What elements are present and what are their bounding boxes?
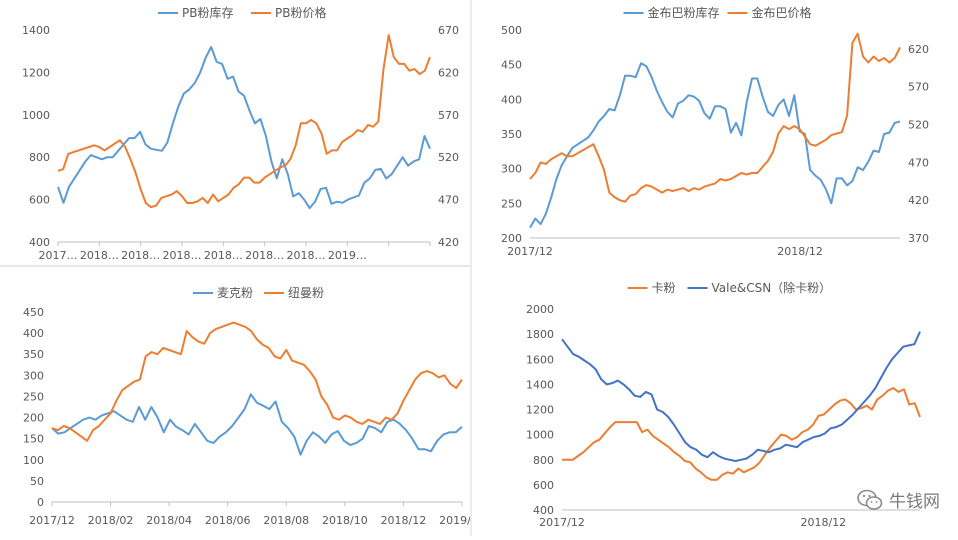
x-tick-label: 2017/12 — [29, 514, 75, 527]
kafen-vale-chart-svg: 400 600 800 1000 1200 1400 1600 1800 2000 2017/12… — [526, 280, 921, 529]
y-left-tick-label: 1400 — [526, 378, 554, 391]
y-left-tick-label: 250 — [501, 197, 522, 210]
watermark: 牛钱网 — [857, 487, 940, 512]
y-left-tick-label: 50 — [30, 475, 44, 488]
y-right-tick-label: 570 — [908, 81, 929, 94]
x-tick-label: 2017/12 — [507, 245, 553, 258]
y-left-tick-label: 1000 — [22, 109, 50, 122]
y-left-tick-label: 600 — [29, 194, 50, 207]
x-tick-label: 2017/12 — [539, 516, 585, 529]
y-left-tick-label: 200 — [501, 232, 522, 245]
y-left-tick-label: 1600 — [526, 353, 554, 366]
maike-niuman-chart-svg: 0 50 100 150 200 250 300 350 400 450 2017/12 2018/0… — [23, 286, 485, 527]
y-right-tick-label: 370 — [908, 232, 929, 245]
x-tick-label: 2018/02 — [88, 514, 134, 527]
y-right-tick-label: 620 — [908, 43, 929, 56]
y-left-tick-label: 1000 — [526, 429, 554, 442]
y-left-tick-label: 800 — [29, 151, 50, 164]
y-left-tick-label: 300 — [501, 163, 522, 176]
x-tick-label: 2018… — [163, 249, 202, 262]
y-left-tick-label: 350 — [501, 128, 522, 141]
series-line-0 — [57, 46, 431, 210]
series-line-1 — [529, 32, 901, 203]
x-tick-label: 2018/06 — [205, 514, 251, 527]
legend-label-1: Vale&CSN（除卡粉） — [712, 280, 832, 295]
x-tick-label: 2018… — [121, 249, 160, 262]
y-left-tick-label: 400 — [29, 236, 50, 249]
series-line-0 — [51, 393, 463, 456]
y-left-tick-label: 500 — [501, 24, 522, 37]
y-left-tick-label: 800 — [533, 454, 554, 467]
y-left-tick-label: 300 — [23, 369, 44, 382]
y-left-tick-label: 450 — [501, 59, 522, 72]
x-tick-label: 2017… — [39, 249, 78, 262]
vertical-divider — [470, 0, 472, 536]
x-tick-label: 2018… — [204, 249, 243, 262]
y-left-tick-label: 600 — [533, 479, 554, 492]
y-left-tick-label: 1200 — [22, 66, 50, 79]
y-right-tick-label: 620 — [438, 66, 459, 79]
x-tick-label: 2019/02 — [439, 514, 470, 527]
watermark-text: 牛钱网 — [889, 492, 940, 512]
legend-label-1: PB粉价格 — [275, 5, 326, 20]
series-line-1 — [57, 34, 431, 209]
x-tick-label: 2019… — [328, 249, 367, 262]
y-left-tick-label: 200 — [23, 412, 44, 425]
y-left-tick-label: 2000 — [526, 303, 554, 316]
series-line-1 — [51, 321, 463, 442]
legend-label-1: 金布巴价格 — [752, 5, 812, 20]
y-right-tick-label: 520 — [438, 151, 459, 164]
legend-label-0: 麦克粉 — [217, 286, 253, 300]
chart-pb: 400 600 800 1000 1200 1400 420 470 520 570 620 670 2… — [0, 0, 470, 269]
y-right-tick-label: 470 — [438, 194, 459, 207]
y-right-tick-label: 570 — [438, 109, 459, 122]
y-left-tick-label: 400 — [501, 93, 522, 106]
legend-label-0: PB粉库存 — [182, 5, 233, 20]
y-left-tick-label: 1200 — [526, 404, 554, 417]
jinbuba-chart-svg: 200 250 300 350 400 450 500 370 420 470 520 570 620 2… — [501, 5, 929, 258]
x-tick-label: 2018/12 — [800, 516, 846, 529]
legend-label-0: 金布巴粉库存 — [648, 5, 720, 20]
y-left-tick-label: 400 — [533, 504, 554, 517]
legend-label-0: 卡粉 — [652, 281, 676, 295]
y-right-tick-label: 470 — [908, 156, 929, 169]
x-tick-label: 2018/12 — [381, 514, 427, 527]
y-right-tick-label: 420 — [438, 236, 459, 249]
wechat-logo-icon — [857, 489, 883, 510]
x-tick-label: 2018… — [287, 249, 326, 262]
x-tick-label: 2018… — [80, 249, 119, 262]
x-tick-label: 2018/08 — [263, 514, 309, 527]
x-tick-label: 2018/12 — [777, 245, 823, 258]
x-tick-label: 2018/10 — [322, 514, 368, 527]
y-left-tick-label: 1800 — [526, 328, 554, 341]
chart-maike-niuman: 0 50 100 150 200 250 300 350 400 450 2017/12 2018/0… — [0, 268, 485, 540]
y-right-tick-label: 520 — [908, 119, 929, 132]
series-line-1 — [561, 331, 921, 462]
y-left-tick-label: 150 — [23, 433, 44, 446]
y-left-tick-label: 1400 — [22, 24, 50, 37]
y-left-tick-label: 450 — [23, 306, 44, 319]
x-tick-label: 2018/04 — [146, 514, 192, 527]
y-left-tick-label: 350 — [23, 348, 44, 361]
y-right-tick-label: 670 — [438, 24, 459, 37]
y-left-tick-label: 250 — [23, 390, 44, 403]
y-left-tick-label: 0 — [37, 496, 44, 509]
chart-jinbuba: 200 250 300 350 400 450 500 370 420 470 520 570 620 2… — [472, 0, 958, 269]
series-line-0 — [529, 62, 901, 229]
y-right-tick-label: 420 — [908, 194, 929, 207]
horizontal-divider — [0, 265, 470, 267]
chart-kafen-vale: 400 600 800 1000 1200 1400 1600 1800 2000 2017/12… — [472, 268, 958, 540]
y-left-tick-label: 100 — [23, 454, 44, 467]
x-tick-label: 2018… — [245, 249, 284, 262]
series-line-0 — [562, 387, 921, 481]
legend-label-1: 纽曼粉 — [288, 286, 324, 300]
pb-chart-svg: 400 600 800 1000 1200 1400 420 470 520 570 620 670 2… — [22, 5, 459, 262]
y-left-tick-label: 400 — [23, 327, 44, 340]
